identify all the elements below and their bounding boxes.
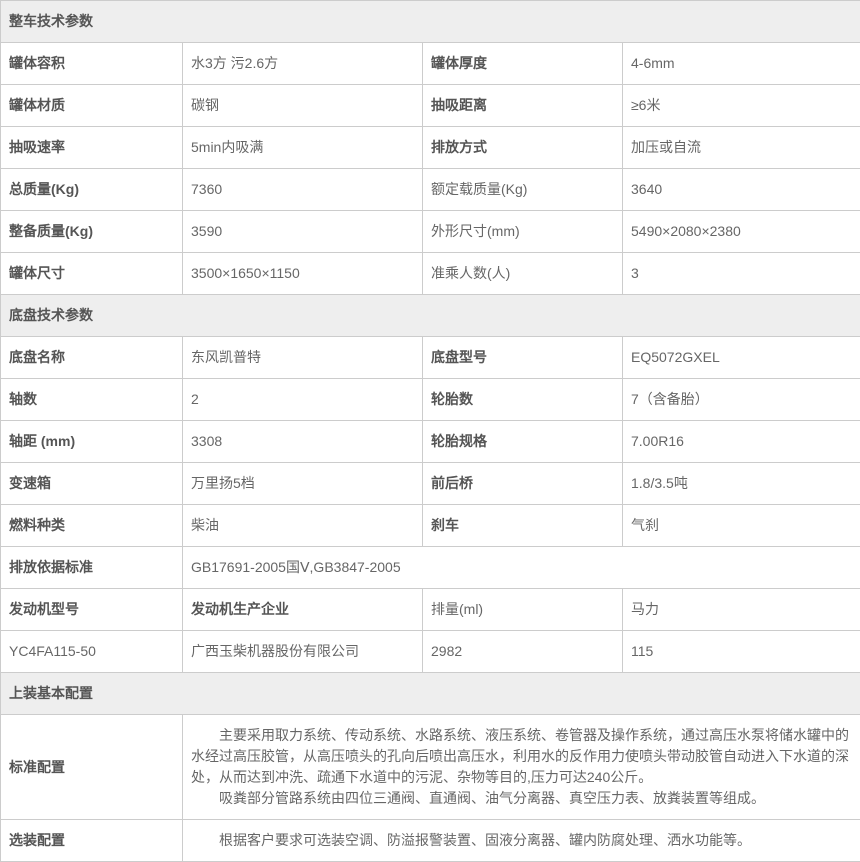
param-label: 轴距 (mm) (1, 421, 183, 463)
section-header-vehicle: 整车技术参数 (1, 1, 860, 43)
param-value: 气刹 (623, 505, 860, 547)
param-value: 3640 (623, 169, 860, 211)
param-value: 2 (183, 379, 423, 421)
section-header-equip: 上装基本配置 (1, 673, 860, 715)
param-value: 根据客户要求可选装空调、防溢报警装置、固液分离器、罐内防腐处理、洒水功能等。 (183, 820, 860, 862)
table-row: 标准配置 主要采用取力系统、传动系统、水路系统、液压系统、卷管器及操作系统，通过… (1, 715, 860, 820)
param-value: 3 (623, 253, 860, 295)
table-row: 燃料种类 柴油 刹车 气刹 (1, 505, 860, 547)
table-row: 总质量(Kg) 7360 额定载质量(Kg) 3640 (1, 169, 860, 211)
param-label: 底盘型号 (423, 337, 623, 379)
param-label: 外形尺寸(mm) (423, 211, 623, 253)
spec-table: 整车技术参数 罐体容积 水3方 污2.6方 罐体厚度 4-6mm 罐体材质 碳钢… (0, 0, 860, 862)
engine-col-header: 马力 (623, 589, 860, 631)
param-value: 柴油 (183, 505, 423, 547)
param-value: 加压或自流 (623, 127, 860, 169)
param-value: GB17691-2005国Ⅴ,GB3847-2005 (183, 547, 860, 589)
param-value: 5min内吸满 (183, 127, 423, 169)
param-label: 额定载质量(Kg) (423, 169, 623, 211)
param-label: 罐体厚度 (423, 43, 623, 85)
table-row: 整备质量(Kg) 3590 外形尺寸(mm) 5490×2080×2380 (1, 211, 860, 253)
param-label: 燃料种类 (1, 505, 183, 547)
param-label: 整备质量(Kg) (1, 211, 183, 253)
engine-value: 2982 (423, 631, 623, 673)
param-label: 前后桥 (423, 463, 623, 505)
param-label: 底盘名称 (1, 337, 183, 379)
engine-col-header: 发动机生产企业 (183, 589, 423, 631)
param-label: 标准配置 (1, 715, 183, 820)
param-label: 轮胎数 (423, 379, 623, 421)
param-value: 3590 (183, 211, 423, 253)
param-label: 罐体容积 (1, 43, 183, 85)
param-value: ≥6米 (623, 85, 860, 127)
engine-value: 广西玉柴机器股份有限公司 (183, 631, 423, 673)
engine-row: YC4FA115-50 广西玉柴机器股份有限公司 2982 115 (1, 631, 860, 673)
param-value: 碳钢 (183, 85, 423, 127)
param-label: 排放依据标准 (1, 547, 183, 589)
param-value: 3308 (183, 421, 423, 463)
table-row: 选装配置 根据客户要求可选装空调、防溢报警装置、固液分离器、罐内防腐处理、洒水功… (1, 820, 860, 862)
param-value: EQ5072GXEL (623, 337, 860, 379)
engine-col-header: 发动机型号 (1, 589, 183, 631)
table-row: 底盘名称 东风凯普特 底盘型号 EQ5072GXEL (1, 337, 860, 379)
param-label: 总质量(Kg) (1, 169, 183, 211)
param-label: 罐体尺寸 (1, 253, 183, 295)
engine-col-header: 排量(ml) (423, 589, 623, 631)
section-header-chassis: 底盘技术参数 (1, 295, 860, 337)
param-value: 万里扬5档 (183, 463, 423, 505)
table-row: 变速箱 万里扬5档 前后桥 1.8/3.5吨 (1, 463, 860, 505)
table-row: 轴数 2 轮胎数 7（含备胎） (1, 379, 860, 421)
engine-value: YC4FA115-50 (1, 631, 183, 673)
table-row: 罐体尺寸 3500×1650×1150 准乘人数(人) 3 (1, 253, 860, 295)
param-value: 5490×2080×2380 (623, 211, 860, 253)
param-label: 罐体材质 (1, 85, 183, 127)
param-label: 选装配置 (1, 820, 183, 862)
param-value: 东风凯普特 (183, 337, 423, 379)
param-label: 抽吸速率 (1, 127, 183, 169)
param-value: 主要采用取力系统、传动系统、水路系统、液压系统、卷管器及操作系统，通过高压水泵将… (183, 715, 860, 820)
table-row: 排放依据标准 GB17691-2005国Ⅴ,GB3847-2005 (1, 547, 860, 589)
param-value: 7360 (183, 169, 423, 211)
param-label: 轮胎规格 (423, 421, 623, 463)
engine-header-row: 发动机型号 发动机生产企业 排量(ml) 马力 (1, 589, 860, 631)
param-value: 1.8/3.5吨 (623, 463, 860, 505)
param-value: 4-6mm (623, 43, 860, 85)
param-label: 排放方式 (423, 127, 623, 169)
param-label: 轴数 (1, 379, 183, 421)
param-value: 3500×1650×1150 (183, 253, 423, 295)
table-row: 罐体容积 水3方 污2.6方 罐体厚度 4-6mm (1, 43, 860, 85)
param-value: 7（含备胎） (623, 379, 860, 421)
param-label: 抽吸距离 (423, 85, 623, 127)
param-label: 变速箱 (1, 463, 183, 505)
param-value: 水3方 污2.6方 (183, 43, 423, 85)
table-row: 罐体材质 碳钢 抽吸距离 ≥6米 (1, 85, 860, 127)
engine-value: 115 (623, 631, 860, 673)
table-row: 抽吸速率 5min内吸满 排放方式 加压或自流 (1, 127, 860, 169)
param-label: 准乘人数(人) (423, 253, 623, 295)
param-value: 7.00R16 (623, 421, 860, 463)
table-row: 轴距 (mm) 3308 轮胎规格 7.00R16 (1, 421, 860, 463)
param-label: 刹车 (423, 505, 623, 547)
